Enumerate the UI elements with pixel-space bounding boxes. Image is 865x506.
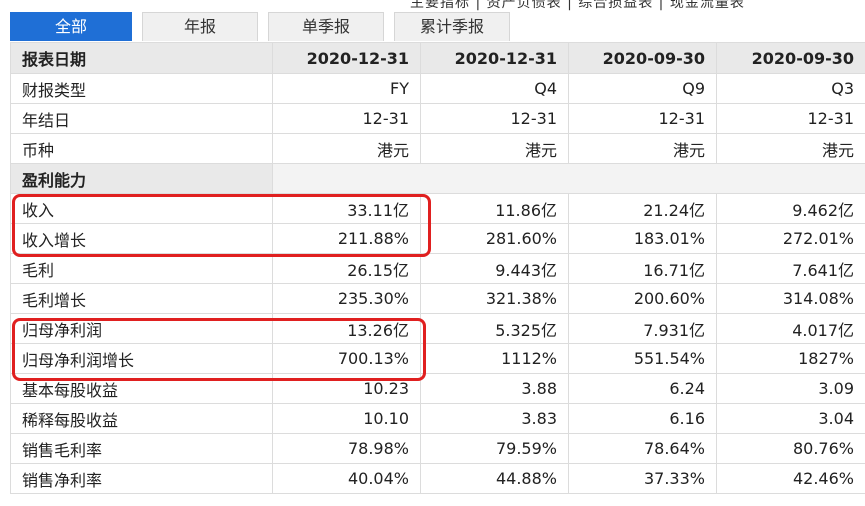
header-cell: 2020-09-30 [568, 42, 717, 74]
cell-value: 21.24亿 [568, 193, 717, 224]
cell-value: 6.16 [568, 403, 717, 434]
cell-value: 3.09 [716, 373, 865, 404]
row-label: 毛利增长 [10, 283, 273, 314]
top-nav-links[interactable]: 主要指标 | 资产负债表 | 综合损益表 | 现金流量表 [410, 0, 745, 11]
cell-value: 78.98% [272, 433, 421, 464]
cell-value: 1827% [716, 343, 865, 374]
cell-value: 13.26亿 [272, 313, 421, 344]
header-cell: 2020-12-31 [420, 42, 569, 74]
cell-value: 10.10 [272, 403, 421, 434]
table-row: 币种 港元 港元 港元 港元 [10, 133, 865, 164]
cell-value: 3.88 [420, 373, 569, 404]
cell-value: 16.71亿 [568, 253, 717, 284]
table-row: 年结日 12-31 12-31 12-31 12-31 [10, 103, 865, 134]
tab-all[interactable]: 全部 [10, 12, 132, 41]
row-label: 基本每股收益 [10, 373, 273, 404]
cell-value: 200.60% [568, 283, 717, 314]
header-cell: 2020-12-31 [272, 42, 421, 74]
row-label: 稀释每股收益 [10, 403, 273, 434]
cell-value: Q4 [420, 73, 569, 104]
row-label: 归母净利润 [10, 313, 273, 344]
section-header-row: 盈利能力 [10, 163, 865, 194]
table-row: 基本每股收益 10.23 3.88 6.24 3.09 [10, 373, 865, 404]
cell-value: 79.59% [420, 433, 569, 464]
row-label: 财报类型 [10, 73, 273, 104]
row-label: 毛利 [10, 253, 273, 284]
cell-value: 44.88% [420, 463, 569, 494]
cell-value: 1112% [420, 343, 569, 374]
financial-indicators-table: 报表日期 2020-12-31 2020-12-31 2020-09-30 20… [10, 42, 865, 494]
cell-value: 5.325亿 [420, 313, 569, 344]
cell-value: 314.08% [716, 283, 865, 314]
cell-value: 183.01% [568, 223, 717, 254]
cell-value: Q3 [716, 73, 865, 104]
tab-annual[interactable]: 年报 [142, 12, 258, 41]
cell-value: 321.38% [420, 283, 569, 314]
cell-value: 3.04 [716, 403, 865, 434]
row-label: 币种 [10, 133, 273, 164]
cell-value: 272.01% [716, 223, 865, 254]
table-row: 毛利 26.15亿 9.443亿 16.71亿 7.641亿 [10, 253, 865, 284]
cell-value: 281.60% [420, 223, 569, 254]
row-label: 销售毛利率 [10, 433, 273, 464]
section-blank [272, 163, 865, 194]
cell-value: 9.462亿 [716, 193, 865, 224]
cell-value: FY [272, 73, 421, 104]
cell-value: 33.11亿 [272, 193, 421, 224]
cell-value: 12-31 [568, 103, 717, 134]
cell-value: 港元 [716, 133, 865, 164]
cell-value: 26.15亿 [272, 253, 421, 284]
table-row: 销售毛利率 78.98% 79.59% 78.64% 80.76% [10, 433, 865, 464]
row-label: 收入 [10, 193, 273, 224]
table-row: 毛利增长 235.30% 321.38% 200.60% 314.08% [10, 283, 865, 314]
table-row: 销售净利率 40.04% 44.88% 37.33% 42.46% [10, 463, 865, 494]
cell-value: 港元 [568, 133, 717, 164]
cell-value: 7.641亿 [716, 253, 865, 284]
section-title: 盈利能力 [10, 163, 273, 194]
cell-value: 7.931亿 [568, 313, 717, 344]
row-label: 销售净利率 [10, 463, 273, 494]
cell-value: 12-31 [272, 103, 421, 134]
table-row: 稀释每股收益 10.10 3.83 6.16 3.04 [10, 403, 865, 434]
cell-value: 80.76% [716, 433, 865, 464]
table-row: 收入增长 211.88% 281.60% 183.01% 272.01% [10, 223, 865, 254]
table-header-row: 报表日期 2020-12-31 2020-12-31 2020-09-30 20… [10, 42, 865, 74]
cell-value: 3.83 [420, 403, 569, 434]
cell-value: 78.64% [568, 433, 717, 464]
row-label: 归母净利润增长 [10, 343, 273, 374]
cell-value: 37.33% [568, 463, 717, 494]
cell-value: 40.04% [272, 463, 421, 494]
cell-value: 港元 [420, 133, 569, 164]
header-cell: 2020-09-30 [716, 42, 865, 74]
table-row: 归母净利润增长 700.13% 1112% 551.54% 1827% [10, 343, 865, 374]
report-period-tabs: 全部 年报 单季报 累计季报 [10, 12, 520, 42]
table-row: 收入 33.11亿 11.86亿 21.24亿 9.462亿 [10, 193, 865, 224]
cell-value: 551.54% [568, 343, 717, 374]
cell-value: 42.46% [716, 463, 865, 494]
header-cell: 报表日期 [10, 42, 273, 74]
tab-cumulative-quarter[interactable]: 累计季报 [394, 12, 510, 41]
row-label: 收入增长 [10, 223, 273, 254]
cell-value: 12-31 [716, 103, 865, 134]
cell-value: 12-31 [420, 103, 569, 134]
cell-value: 700.13% [272, 343, 421, 374]
cell-value: Q9 [568, 73, 717, 104]
row-label: 年结日 [10, 103, 273, 134]
tab-single-quarter[interactable]: 单季报 [268, 12, 384, 41]
table-row: 财报类型 FY Q4 Q9 Q3 [10, 73, 865, 104]
cell-value: 11.86亿 [420, 193, 569, 224]
cell-value: 6.24 [568, 373, 717, 404]
cell-value: 港元 [272, 133, 421, 164]
cell-value: 211.88% [272, 223, 421, 254]
cell-value: 10.23 [272, 373, 421, 404]
cell-value: 235.30% [272, 283, 421, 314]
cell-value: 4.017亿 [716, 313, 865, 344]
table-row: 归母净利润 13.26亿 5.325亿 7.931亿 4.017亿 [10, 313, 865, 344]
cell-value: 9.443亿 [420, 253, 569, 284]
